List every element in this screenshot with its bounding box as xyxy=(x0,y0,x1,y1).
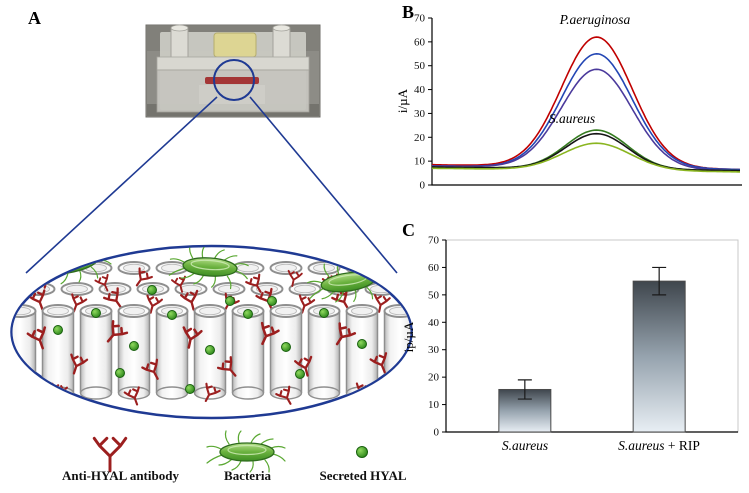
nanotube xyxy=(231,304,265,400)
bar-label-saureus: S.aureus xyxy=(501,438,549,453)
zoom-line-right xyxy=(249,96,398,274)
hyal-icon xyxy=(129,341,139,351)
svg-text:20: 20 xyxy=(428,372,440,384)
nanotube xyxy=(269,304,303,400)
annotation-paeruginosa: P.aeruginosa xyxy=(559,12,631,27)
hyal-icon xyxy=(267,296,277,306)
hyal-icon xyxy=(185,384,195,394)
svg-text:70: 70 xyxy=(414,13,426,25)
svg-text:20: 20 xyxy=(414,132,426,144)
svg-text:30: 30 xyxy=(428,344,440,356)
error-bar xyxy=(652,266,667,296)
device-photo xyxy=(145,24,321,118)
hyal-icon xyxy=(53,325,63,335)
nanotube xyxy=(79,304,113,400)
hyal-icon xyxy=(356,446,368,458)
y-axis-label-b: i/µA xyxy=(395,88,410,114)
hyal-icon xyxy=(205,345,215,355)
curve xyxy=(432,132,740,172)
hyal-icon xyxy=(281,342,291,352)
svg-text:50: 50 xyxy=(428,289,440,301)
hyal-icon xyxy=(319,308,329,318)
legend-label-bacteria: Bacteria xyxy=(224,468,271,483)
bar-chart: 0 10 20 30 40 50 60 70 xyxy=(428,235,739,439)
curve xyxy=(432,68,741,172)
svg-text:60: 60 xyxy=(428,262,440,274)
svg-text:0: 0 xyxy=(434,427,440,439)
line-chart: 0 10 20 30 40 50 60 70 xyxy=(414,13,742,192)
curve xyxy=(432,142,740,173)
hyal-icon xyxy=(357,339,367,349)
zoom-line-left xyxy=(25,96,218,274)
axes xyxy=(445,240,738,433)
hyal-icon xyxy=(295,369,305,379)
svg-text:30: 30 xyxy=(414,108,426,120)
bar-label-saureus-rip: S.aureus + RIP xyxy=(618,438,700,453)
curve xyxy=(432,36,741,171)
svg-text:70: 70 xyxy=(428,235,440,247)
panel-label-a: A xyxy=(28,8,42,28)
hyal-icon xyxy=(147,285,157,295)
hyal-icon xyxy=(225,296,235,306)
nanotube xyxy=(345,304,379,400)
axes xyxy=(431,18,742,186)
svg-text:0: 0 xyxy=(420,180,426,192)
hyal-icon xyxy=(115,368,125,378)
nanotube xyxy=(193,304,227,400)
svg-text:10: 10 xyxy=(414,156,426,168)
svg-text:10: 10 xyxy=(428,399,440,411)
error-bar xyxy=(517,379,532,400)
hyal-icon xyxy=(243,309,253,319)
legend-label-antibody: Anti-HYAL antibody xyxy=(62,468,179,483)
panel-label-c: C xyxy=(402,220,416,240)
y-axis-label-c: ip/µA xyxy=(401,321,416,353)
svg-text:50: 50 xyxy=(414,60,426,72)
plot-border xyxy=(445,239,739,433)
annotation-saureus: S.aureus xyxy=(548,111,596,126)
legend-label-hyal: Secreted HYAL xyxy=(319,468,407,483)
nanotube xyxy=(307,304,341,400)
hyal-icon xyxy=(167,310,177,320)
bar xyxy=(632,280,686,433)
nanotube xyxy=(155,304,189,400)
zoom-circle xyxy=(213,59,255,101)
svg-text:40: 40 xyxy=(414,84,426,96)
svg-text:40: 40 xyxy=(428,317,440,329)
panel-label-b: B xyxy=(402,2,415,22)
hyal-icon xyxy=(91,308,101,318)
svg-text:60: 60 xyxy=(414,36,426,48)
